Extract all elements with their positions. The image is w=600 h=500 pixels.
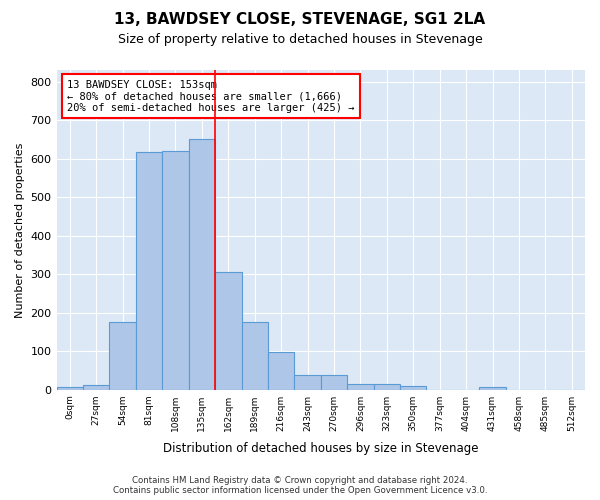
Text: Contains HM Land Registry data © Crown copyright and database right 2024.
Contai: Contains HM Land Registry data © Crown c…: [113, 476, 487, 495]
Bar: [162, 151, 188, 390]
Bar: [136, 152, 162, 390]
Bar: [479, 386, 506, 390]
Y-axis label: Number of detached properties: Number of detached properties: [15, 142, 25, 318]
Bar: [56, 386, 83, 390]
Bar: [347, 384, 374, 390]
Bar: [242, 322, 268, 390]
Bar: [321, 375, 347, 390]
Bar: [268, 352, 295, 390]
Bar: [83, 384, 109, 390]
Bar: [109, 322, 136, 390]
Bar: [400, 386, 427, 390]
X-axis label: Distribution of detached houses by size in Stevenage: Distribution of detached houses by size …: [163, 442, 479, 455]
Text: 13 BAWDSEY CLOSE: 153sqm
← 80% of detached houses are smaller (1,666)
20% of sem: 13 BAWDSEY CLOSE: 153sqm ← 80% of detach…: [67, 80, 355, 113]
Bar: [215, 272, 242, 390]
Bar: [188, 140, 215, 390]
Text: Size of property relative to detached houses in Stevenage: Size of property relative to detached ho…: [118, 32, 482, 46]
Text: 13, BAWDSEY CLOSE, STEVENAGE, SG1 2LA: 13, BAWDSEY CLOSE, STEVENAGE, SG1 2LA: [115, 12, 485, 28]
Bar: [374, 384, 400, 390]
Bar: [295, 375, 321, 390]
